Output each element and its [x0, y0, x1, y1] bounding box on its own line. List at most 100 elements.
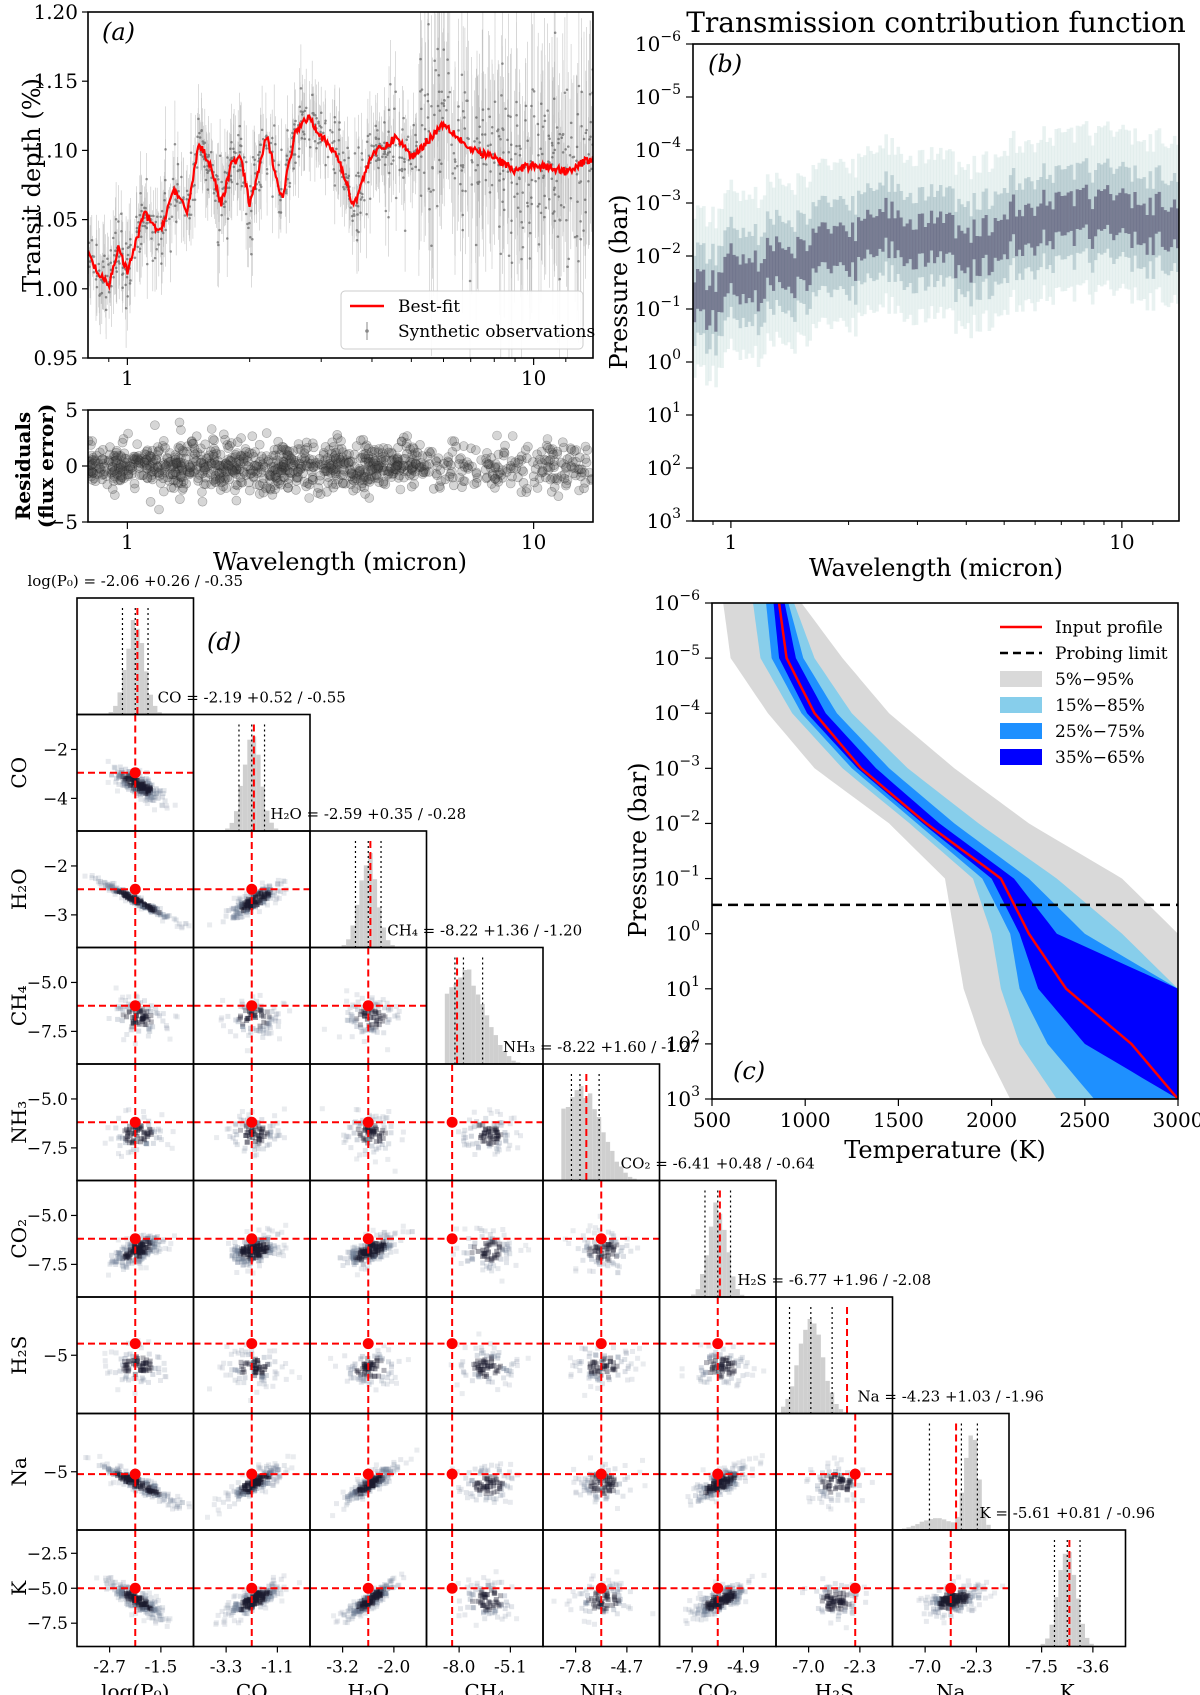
density-cell [270, 892, 276, 898]
density-cell [256, 1133, 262, 1139]
residual-point [379, 465, 390, 476]
residual-point [174, 417, 185, 428]
density-cell [272, 1359, 278, 1365]
density-cell [409, 1229, 415, 1235]
density-cell [319, 1106, 325, 1112]
histogram-bar [785, 1398, 790, 1414]
density-cell [267, 1123, 273, 1129]
density-cell [362, 1147, 368, 1153]
residual-point [314, 453, 325, 464]
residual-point [510, 457, 521, 468]
contribution-core [1011, 194, 1016, 235]
residual-point [308, 455, 318, 465]
y-tick-label: 1.20 [33, 0, 78, 24]
density-cell [272, 1113, 278, 1119]
residual-point [382, 443, 393, 454]
truth-marker [362, 1116, 374, 1128]
density-cell [105, 779, 111, 785]
residual-point [123, 428, 133, 439]
histogram-bar [695, 1289, 700, 1297]
residual-point [543, 456, 554, 467]
density-cell [491, 1483, 497, 1489]
density-cell [163, 914, 169, 920]
legend-band-25-75: 25%−75% [1055, 722, 1145, 742]
residual-point [93, 458, 104, 469]
density-cell [116, 1115, 122, 1121]
legend-band-35-65: 35%−65% [1055, 748, 1145, 768]
y-tick-exponent: −2 [660, 241, 681, 257]
density-cell [125, 1134, 131, 1140]
density-cell [508, 1369, 514, 1374]
residual-point [528, 471, 539, 482]
density-cell [141, 1136, 147, 1141]
density-cell [172, 802, 178, 808]
density-cell [382, 1130, 388, 1136]
residual-point [352, 469, 363, 479]
histogram-bar [372, 879, 378, 948]
density-cell [120, 779, 126, 785]
contribution-core [1124, 193, 1128, 234]
residual-point [562, 475, 573, 485]
residual-point [330, 468, 341, 479]
density-cell [493, 1255, 499, 1261]
residual-point [567, 457, 578, 467]
density-cell [483, 1491, 489, 1497]
residual-point [278, 456, 289, 467]
density-cell [595, 1385, 601, 1391]
density-cell [267, 1348, 273, 1354]
density-cell [456, 1129, 461, 1135]
density-cell [492, 1151, 498, 1157]
density-cell [469, 1250, 475, 1256]
density-cell [479, 1350, 484, 1356]
density-cell [112, 1370, 118, 1376]
density-cell [580, 1257, 586, 1263]
residual-point [469, 479, 480, 489]
density-cell [478, 1345, 484, 1351]
histogram-bar [229, 822, 234, 831]
marginal-title: NH₃ = -8.22 +1.60 / -1.27 [503, 1038, 700, 1056]
x-tick-label: 1 [725, 530, 738, 554]
histogram-bar [153, 705, 158, 715]
residual-point [458, 441, 469, 451]
density-cell [157, 1128, 163, 1134]
density-cell [227, 1361, 233, 1367]
density-cell [475, 1248, 481, 1254]
density-cell [141, 1254, 147, 1260]
histogram-bar [614, 1161, 619, 1181]
density-cell [385, 1047, 391, 1053]
contribution-core [866, 209, 870, 250]
residual-point [106, 469, 117, 479]
residual-point [513, 472, 523, 483]
residual-point [158, 458, 169, 468]
corner-cell-4-0 [76, 1063, 195, 1182]
residual-point [127, 462, 138, 473]
density-cell [330, 1513, 336, 1519]
y-tick-label: 10−4 [635, 135, 681, 162]
density-cell [182, 921, 188, 927]
residual-point [146, 472, 156, 483]
residual-point [345, 456, 356, 467]
density-cell [348, 1145, 354, 1151]
density-cell [623, 1350, 629, 1356]
density-cell [494, 1463, 500, 1469]
density-cell [275, 1011, 281, 1017]
y-tick-exponent: −1 [660, 294, 681, 310]
residual-point [580, 454, 591, 464]
residual-point [245, 485, 255, 496]
density-cell [463, 1490, 469, 1496]
contribution-core [881, 212, 885, 252]
density-cell [289, 1369, 295, 1375]
residual-point [254, 480, 265, 491]
histogram-bar [117, 692, 122, 715]
residual-point [284, 473, 295, 484]
density-cell [633, 1366, 639, 1372]
residual-point [407, 442, 418, 453]
residual-point [369, 456, 380, 466]
residual-point [226, 438, 237, 448]
density-cell [371, 1149, 377, 1155]
corner-cell-5-4 [542, 1179, 661, 1298]
residual-point [307, 472, 318, 483]
y-tick-label: 101 [666, 974, 700, 1001]
residual-point [293, 472, 304, 483]
